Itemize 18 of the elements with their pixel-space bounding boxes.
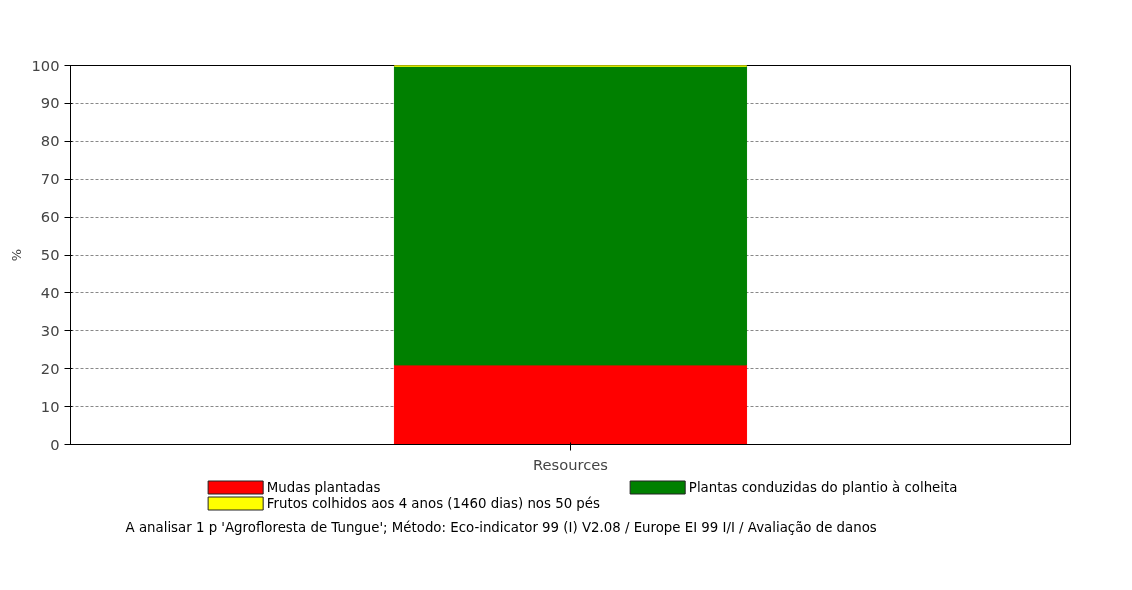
y-tick-label: 70 [40,170,60,188]
y-tick-label: 100 [31,56,60,74]
y-tick-label: 40 [40,283,60,301]
y-tick-label: 0 [50,435,60,453]
x-tick-label: Resources [533,455,608,473]
legend-label: Frutos colhidos aos 4 anos (1460 dias) nos 50 pés [266,496,601,511]
y-tick-label: 20 [40,359,60,377]
text: A analisar 1 p 'Agrofloresta de Tungue'; Método: Eco-indicator 99 (I) V2.08 / Europe EI 99 I/I / Avaliação de danos [125,520,877,535]
y-tick-label: 60 [40,208,60,226]
y-tick-label: 30 [40,321,60,339]
y-axis-title: % [8,248,24,262]
legend-label: Mudas plantadas [266,480,381,495]
bar [393,364,748,445]
y-tick-label: 90 [40,94,60,112]
y-tick-label: 10 [40,397,60,415]
y-tick-label: 80 [40,132,60,150]
y-tick-label: 50 [40,246,60,263]
legend-label: Plantas conduzidas do plantio à colheita [688,480,958,495]
